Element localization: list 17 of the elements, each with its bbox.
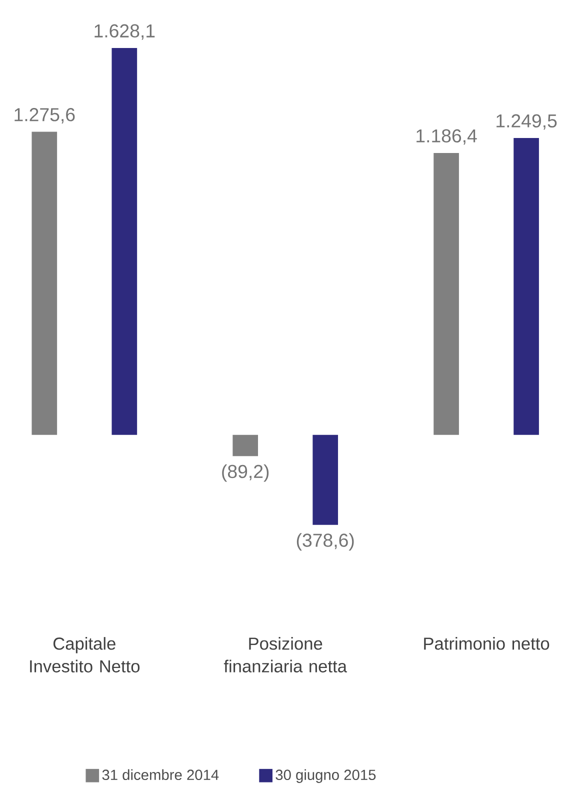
x-tick-label: Posizione finanziaria netta <box>224 637 347 672</box>
legend-label: 31 dicembre 2014 <box>102 769 219 780</box>
legend-label: 30 giugno 2015 <box>276 769 376 783</box>
bar <box>112 48 138 435</box>
bar <box>312 434 338 525</box>
data-label: (89,2) <box>222 464 269 482</box>
bar <box>232 434 258 456</box>
x-tick-label: Capitale Investito Netto <box>30 637 140 672</box>
data-label: 1.275,6 <box>14 108 75 124</box>
bar <box>514 138 539 435</box>
data-label: 1.186,4 <box>416 129 477 145</box>
x-tick-label: Patrimonio netto <box>424 637 550 650</box>
data-label: 1.249,5 <box>496 114 557 130</box>
data-label: 1.628,1 <box>94 24 155 40</box>
bar <box>32 132 58 435</box>
data-label: (378,6) <box>296 533 354 551</box>
bar <box>434 152 459 435</box>
